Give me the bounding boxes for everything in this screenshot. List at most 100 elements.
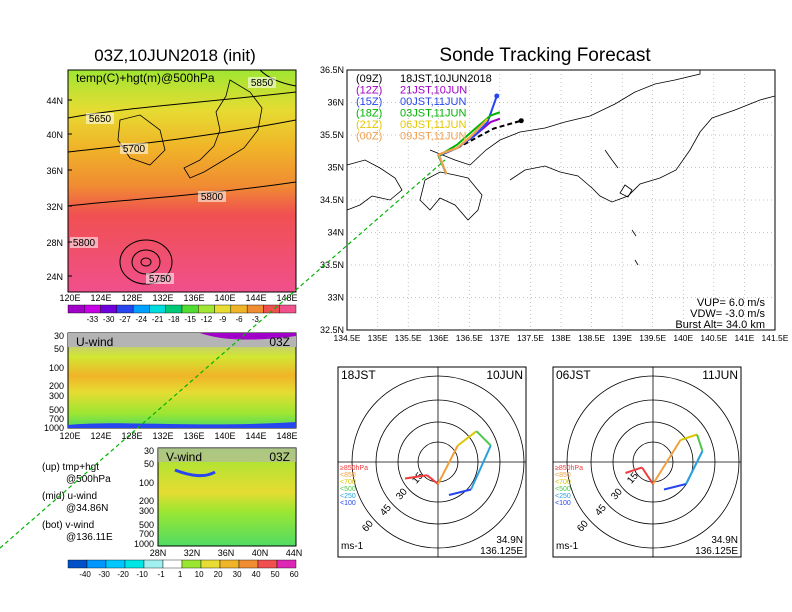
vwind-colorbar-label: -1 (158, 570, 166, 579)
contour-label: 5750 (146, 273, 174, 285)
map-lon-axis: 120E 124E 128E 132E 136E 140E 144E 148E (59, 293, 297, 303)
hodograph-time: 18JST (341, 368, 376, 382)
tracking-lat-label: 33.5N (320, 260, 344, 270)
hodograph-legend-item: <850 (555, 472, 571, 479)
uwind-p-label: 500 (49, 405, 64, 415)
tracking-lon-axis: 134.5E 135E 135.5E 136E 136.5E 137E 137.5E 138E… (334, 333, 789, 343)
uwind-lon-label: 140E (214, 431, 235, 441)
vwind-colorbar-swatch (200, 559, 221, 569)
connector-line (0, 159, 446, 549)
uwind-lon-label: 124E (90, 431, 111, 441)
vwind-p-label: 500 (139, 520, 154, 530)
tracking-lat-label: 35.5N (320, 130, 344, 140)
note-up: (up) tmp+hgt (42, 462, 99, 473)
hodograph-legend-item: ≥850hPa (340, 465, 368, 472)
hodograph-segment (663, 483, 687, 491)
map-lon-label: 120E (59, 293, 80, 303)
uwind-lon-label: 120E (59, 431, 80, 441)
hodograph-segment (625, 466, 643, 474)
tracking-lat-label: 32.5N (320, 325, 344, 335)
hodograph-legend-item: <700 (555, 479, 571, 486)
legend-run: (09Z) (356, 73, 382, 85)
vwind-colorbar-label: 50 (271, 570, 280, 579)
tracking-lon-label: 141.5E (762, 333, 789, 343)
colorbar-swatch (67, 304, 85, 314)
colorbar-swatch (84, 304, 101, 314)
hodograph-legend-item: ≥850hPa (555, 465, 583, 472)
contour-label: 5650 (86, 113, 114, 125)
colorbar-swatch (279, 304, 297, 314)
legend-run: (15Z) (356, 96, 382, 108)
uwind-time: 03Z (269, 335, 290, 349)
init-time-title: 03Z,10JUN2018 (init) (94, 46, 256, 65)
hodograph-segment (680, 433, 698, 441)
vwind-lat-label: 28N (150, 548, 167, 558)
tracking-lon-label: 140.5E (700, 333, 727, 343)
legend-launch-time: 09JST,11JUN (400, 131, 466, 143)
contour-label-text: 5700 (123, 144, 146, 155)
vwind-colorbar-swatch (67, 559, 88, 569)
izu-islands (619, 184, 639, 266)
tracking-lon-label: 136E (429, 333, 449, 343)
vwind-colorbar-swatch (219, 559, 240, 569)
map-contour-labels: 5850 5650 5700 5800 5800 5750 (70, 77, 276, 285)
coastline-honshu (419, 70, 776, 221)
map-lon-label: 136E (183, 293, 204, 303)
tracking-lat-label: 35N (327, 163, 344, 173)
tracking-lat-label: 33N (327, 293, 344, 303)
hodograph-lat: 34.9N (711, 535, 738, 546)
hodograph-segment (457, 430, 478, 447)
vwind-p-label: 300 (139, 506, 154, 516)
vwind-colorbar-label: 60 (290, 570, 299, 579)
hodograph-legend-item: <250 (340, 493, 356, 500)
map-lon-label: 124E (90, 293, 111, 303)
map-lat-label: 28N (46, 238, 63, 248)
vwind-p-label: 700 (139, 529, 154, 539)
colorbar-label: -18 (168, 315, 180, 324)
tracking-lon-label: 139.5E (639, 333, 666, 343)
vwind-p-label: 30 (144, 446, 154, 456)
tracking-lat-label: 36N (327, 98, 344, 108)
note-up-level: @500hPa (66, 474, 111, 485)
contour-5850 (259, 69, 297, 87)
tracking-lat-axis: 36.5N 36N 35.5N 35N 34.5N 34N 33.5N 33N 32.5N (320, 65, 344, 335)
contour-label-text: 5850 (251, 78, 274, 89)
hodograph-segment (641, 466, 654, 485)
vwind-colorbar-swatch (86, 559, 107, 569)
note-bot-lon: @136.11E (66, 532, 113, 543)
legend-run: (21Z) (356, 119, 382, 131)
uwind-lon-label: 144E (245, 431, 266, 441)
uwind-p-label: 700 (49, 414, 64, 424)
note-mid-lat: @34.86N (66, 503, 108, 514)
vwind-colorbar-label: -10 (136, 570, 148, 579)
vwind-lat-label: 36N (218, 548, 235, 558)
vwind-lat-label: 40N (252, 548, 269, 558)
map-lat-label: 32N (46, 202, 63, 212)
hodograph-date: 11JUN (702, 368, 738, 382)
burst-point-marker (518, 118, 524, 124)
vwind-colorbar-swatch (181, 559, 202, 569)
vwind-colorbar-swatch (276, 559, 297, 569)
vwind-lat-label: 44N (286, 548, 303, 558)
legend-run: (18Z) (356, 108, 382, 120)
map-lat-axis: 44N 40N 36N 32N 28N 24N (46, 96, 72, 282)
tracking-lon-label: 138E (551, 333, 571, 343)
colorbar-swatch (214, 304, 232, 314)
colorbar-swatch (181, 304, 199, 314)
vwind-colorbar-swatch (162, 559, 183, 569)
hodograph-segment (475, 430, 492, 447)
vwind-colorbar-label: -20 (117, 570, 129, 579)
hodograph-18jst: 18JST 10JUN34.9N136.125Ems-115304560≥850h… (337, 366, 527, 558)
uwind-p-label: 50 (54, 344, 64, 354)
hodograph-segment (426, 474, 439, 485)
hodograph-legend-item: <250 (555, 493, 571, 500)
colorbar-label: -3 (252, 315, 260, 324)
hodograph-legend-item: <700 (340, 479, 356, 486)
tracking-lon-label: 137.5E (517, 333, 544, 343)
map-lon-label: 140E (214, 293, 235, 303)
contour-label-text: 5650 (89, 114, 112, 125)
legend-launch-time: 18JST,10JUN2018 (400, 73, 492, 85)
hodograph-unit: ms-1 (556, 541, 579, 552)
colorbar-label: -6 (235, 315, 243, 324)
